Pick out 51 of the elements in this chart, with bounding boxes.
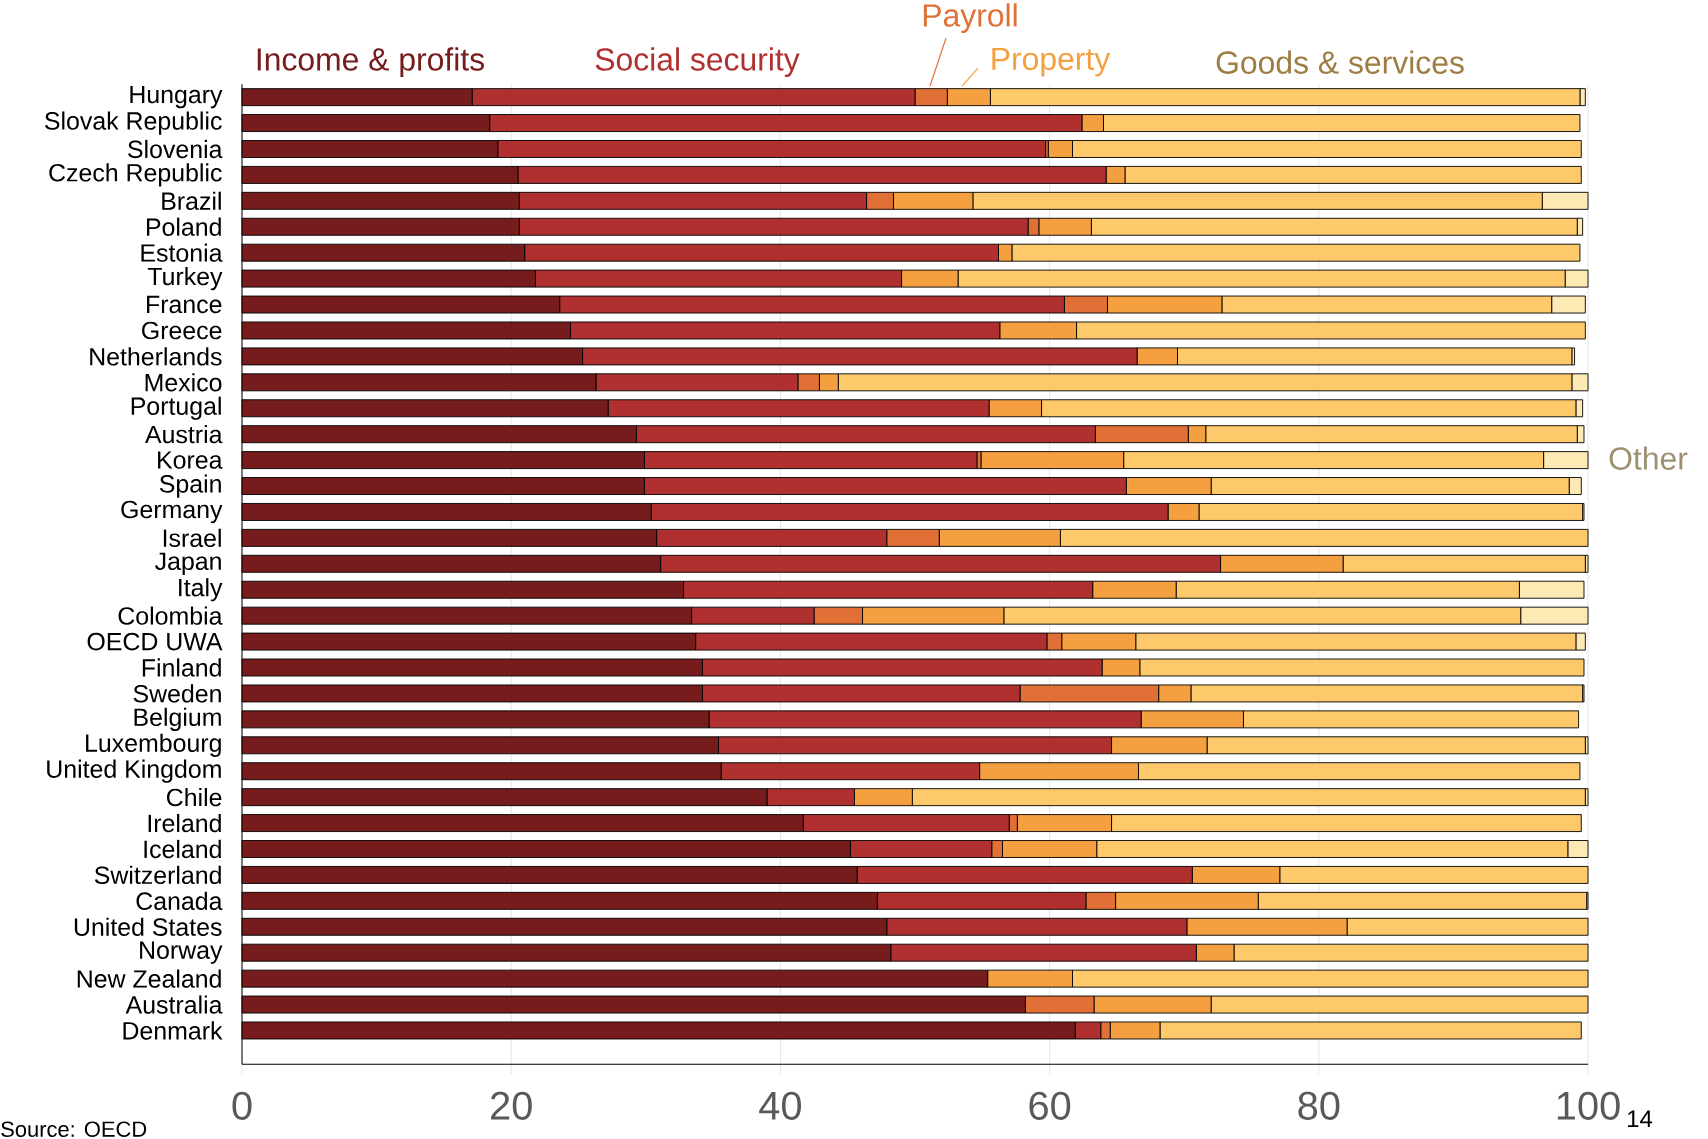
y-tick-label: Iceland xyxy=(144,839,221,859)
y-tick-label: United Kingdom xyxy=(47,759,221,783)
y-tick-label: Ireland xyxy=(148,813,221,833)
x-tick-label: 20 xyxy=(491,1091,532,1120)
y-tick-label: Norway xyxy=(140,941,223,964)
x-tick-label: 40 xyxy=(759,1091,802,1120)
y-tick-label: Netherlands xyxy=(90,347,222,366)
y-tick-label: Portugal xyxy=(131,396,221,420)
y-tick-label: Greece xyxy=(142,321,222,340)
y-tick-label: Colombia xyxy=(118,606,223,625)
y-tick-label: Switzerland xyxy=(94,865,221,884)
source-note: Source: OECD xyxy=(1,1121,147,1137)
y-tick-label: Slovak Republic xyxy=(45,111,222,135)
y-tick-label: United States xyxy=(74,917,222,936)
y-tick-label: Belgium xyxy=(134,707,221,731)
y-tick-label: OECD UWA xyxy=(87,632,223,651)
y-tick-label: Sweden xyxy=(133,684,221,703)
y-tick-label: Poland xyxy=(146,217,221,236)
y-tick-label: Finland xyxy=(142,658,221,677)
x-tick-label: 80 xyxy=(1298,1091,1340,1120)
legend-label: Property xyxy=(992,47,1111,77)
y-tick-label: Japan xyxy=(155,552,221,575)
y-tick-label: Luxembourg xyxy=(86,733,221,757)
y-tick-label: Spain xyxy=(159,474,221,498)
x-tick-label: 100 xyxy=(1557,1091,1620,1120)
y-tick-label: Brazil xyxy=(162,191,221,210)
series-label: Other xyxy=(1609,446,1688,470)
y-tick-label: Denmark xyxy=(123,1021,223,1040)
y-tick-label: Estonia xyxy=(141,243,223,262)
x-tick-label: 60 xyxy=(1029,1091,1071,1120)
x-tick-label: 0 xyxy=(232,1091,252,1120)
y-tick-label: Australia xyxy=(125,995,223,1014)
y-tick-label: Slovenia xyxy=(128,139,223,159)
y-tick-label: Italy xyxy=(179,578,223,602)
y-tick-label: Austria xyxy=(145,424,223,444)
y-tick-label: New Zealand xyxy=(77,969,221,988)
y-tick-label: Turkey xyxy=(147,266,223,291)
y-tick-label: Mexico xyxy=(145,373,222,392)
y-tick-label: Chile xyxy=(167,787,222,807)
series-label: Payroll xyxy=(923,3,1017,33)
series-label: Social security xyxy=(595,47,800,77)
y-tick-label: Israel xyxy=(163,528,221,547)
y-tick-label: Czech Republic xyxy=(49,163,222,187)
y-tick-label: Canada xyxy=(136,891,223,910)
series-label: Income & profits xyxy=(257,47,484,77)
series-label: Goods & services xyxy=(1216,50,1464,74)
y-tick-label: Germany xyxy=(121,500,223,524)
text: 14 xyxy=(1628,1110,1653,1127)
y-tick-label: Hungary xyxy=(130,85,223,109)
y-tick-label: Korea xyxy=(158,451,223,469)
y-tick-label: France xyxy=(147,295,222,314)
